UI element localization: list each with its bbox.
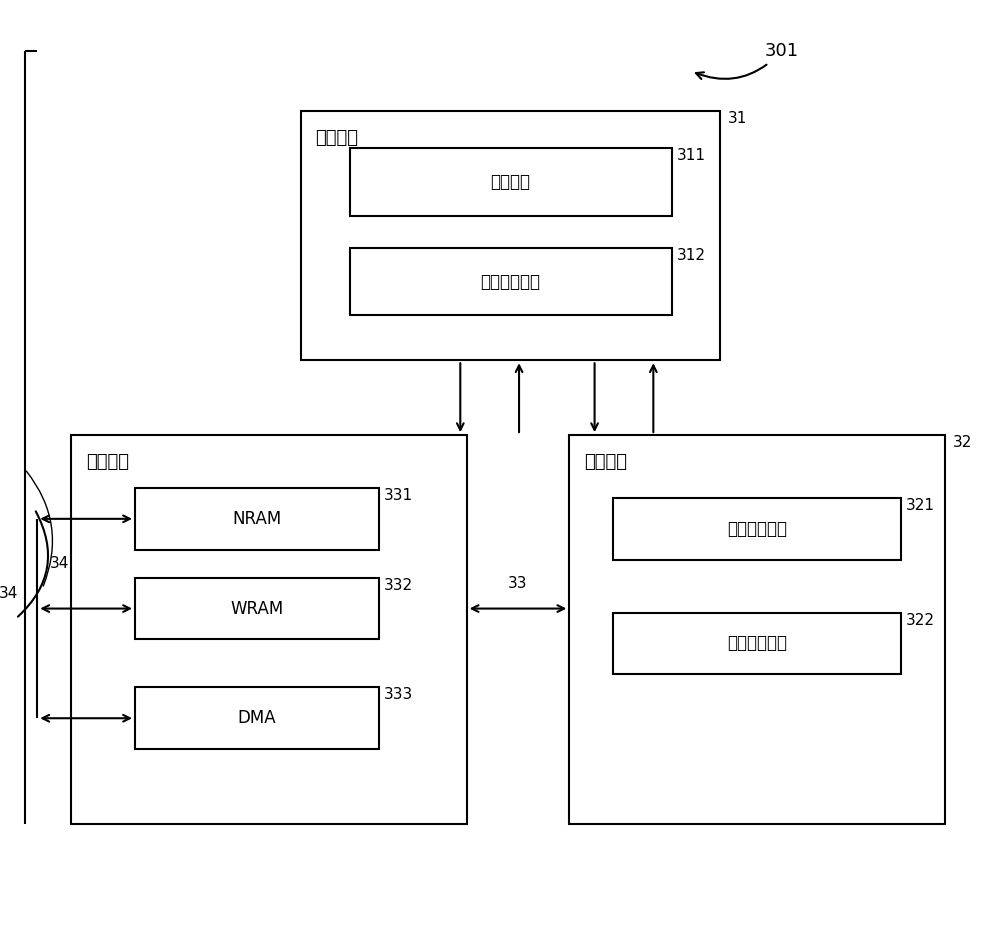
Bar [135, 687, 379, 750]
Text: 控制模块: 控制模块 [315, 129, 358, 147]
Bar [613, 498, 901, 560]
Bar [613, 613, 901, 674]
Text: WRAM: WRAM [230, 600, 284, 618]
Text: NRAM: NRAM [232, 510, 282, 528]
Bar [301, 111, 720, 360]
Text: 301: 301 [696, 42, 799, 79]
Bar [71, 435, 467, 824]
Text: 34: 34 [0, 586, 18, 601]
Bar [135, 488, 379, 550]
Bar [350, 148, 672, 216]
Bar [135, 578, 379, 640]
Bar [569, 435, 945, 824]
Text: DMA: DMA [238, 710, 276, 727]
Text: 存储模块: 存储模块 [86, 453, 129, 471]
Text: 32: 32 [953, 435, 972, 450]
Text: 矩阵运算单元: 矩阵运算单元 [727, 634, 787, 653]
Text: 322: 322 [906, 613, 935, 628]
Text: 向量运算单元: 向量运算单元 [727, 520, 787, 538]
Text: 31: 31 [728, 111, 748, 126]
Text: 运算模块: 运算模块 [584, 453, 627, 471]
Text: 312: 312 [677, 247, 706, 262]
Bar [350, 247, 672, 315]
Text: 321: 321 [906, 498, 935, 513]
Text: 311: 311 [677, 148, 706, 163]
Text: 332: 332 [384, 578, 413, 592]
Text: 333: 333 [384, 687, 413, 702]
Text: 33: 33 [508, 576, 528, 591]
Text: 取指单元: 取指单元 [491, 173, 531, 191]
Text: 指令译码单元: 指令译码单元 [481, 272, 541, 290]
Text: 34: 34 [50, 556, 69, 571]
Text: 331: 331 [384, 488, 413, 503]
